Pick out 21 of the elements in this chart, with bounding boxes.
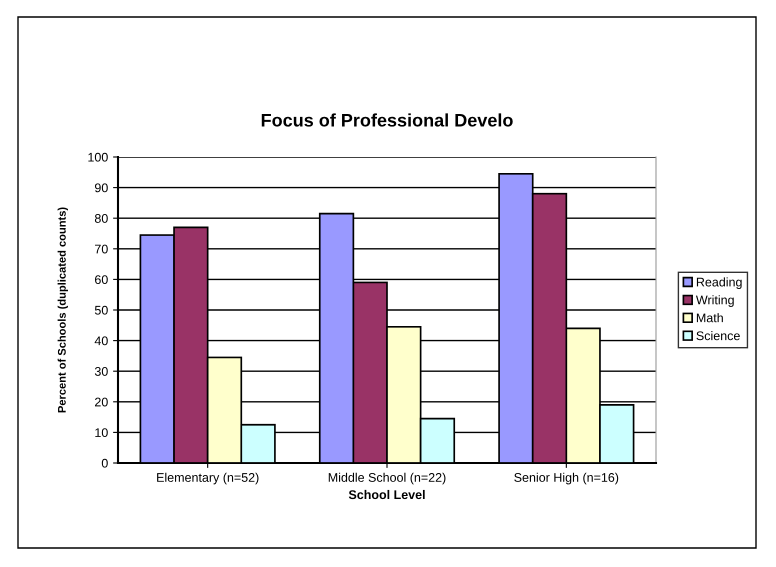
legend-label: Science (696, 331, 740, 340)
y-tick-label: 100 (88, 152, 108, 162)
x-tick-label: Elementary (n=52) (157, 472, 258, 484)
y-tick-label: 0 (102, 458, 108, 468)
x-tick-label: Middle School (n=22) (328, 472, 446, 484)
y-tick-label: 30 (94, 367, 108, 376)
x-tick-label: Senior High (n=16) (514, 472, 618, 484)
y-tick-label: 70 (95, 244, 108, 254)
legend-label: Reading (696, 277, 742, 289)
y-tick-label: 60 (95, 275, 108, 284)
y-tick-label: 80 (94, 214, 108, 223)
y-tick-label: 20 (95, 398, 108, 406)
chart-title: Focus of Professional Develo (262, 113, 513, 127)
y-axis-title: Percent of Schools (duplicated counts) (58, 207, 68, 412)
y-tick-label: 40 (94, 336, 108, 346)
legend-label: Writing (696, 295, 734, 307)
y-tick-label: 50 (94, 306, 108, 315)
y-tick-label: 90 (94, 183, 108, 192)
legend-label: Math (696, 313, 723, 322)
y-tick-label: 10 (95, 428, 108, 438)
x-axis-title: School Level (348, 490, 425, 500)
